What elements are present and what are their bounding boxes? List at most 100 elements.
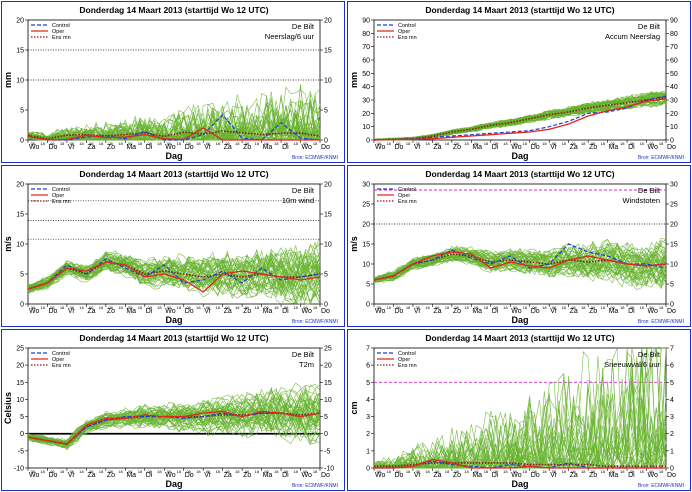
x-minor-label: 18 <box>138 469 143 474</box>
x-tick-label: Wo <box>165 144 175 151</box>
x-tick-label: Di <box>628 308 635 315</box>
ensemble-member-line <box>27 258 321 294</box>
x-minor-label: 06 <box>552 305 557 310</box>
x-minor-label: 18 <box>235 305 240 310</box>
x-minor-label: 18 <box>542 305 547 310</box>
x-minor-label: 06 <box>206 469 211 474</box>
ensemble-members <box>373 237 667 290</box>
x-tick-label: Di <box>492 308 499 315</box>
x-tick-label: Za <box>224 308 232 315</box>
ensemble-member-line <box>27 247 321 290</box>
x-minor-label: 06 <box>513 141 518 146</box>
legend-ensmean: Ens mn <box>52 363 71 369</box>
x-minor-label: 06 <box>284 141 289 146</box>
x-tick-label: Zo <box>107 144 115 151</box>
x-minor-label: 06 <box>591 141 596 146</box>
x-minor-label: 06 <box>128 305 133 310</box>
x-tick-label: Vr <box>550 472 557 479</box>
x-minor-label: 06 <box>474 141 479 146</box>
chart-wind: Donderdag 14 Maart 2013 (starttijd Wo 12… <box>3 169 338 325</box>
y-axis-label: cm <box>349 401 359 414</box>
x-tick-label: Wo <box>29 308 39 315</box>
panel-neerslag: Donderdag 14 Maart 2013 (starttijd Wo 12… <box>1 1 345 163</box>
x-minor-label: 06 <box>303 305 308 310</box>
x-minor-label: 18 <box>484 141 489 146</box>
x-tick-label: Do <box>321 472 330 479</box>
x-minor-label: 18 <box>581 305 586 310</box>
y-tick-label-left: 20 <box>362 111 370 118</box>
x-tick-label: Zo <box>107 472 115 479</box>
ensemble-member-line <box>373 407 666 469</box>
x-minor-label: 06 <box>630 305 635 310</box>
x-tick-label: Zo <box>243 308 251 315</box>
x-minor-label: 18 <box>157 305 162 310</box>
y-tick-label-right: 5 <box>324 108 328 115</box>
ensemble-member-line <box>27 252 321 289</box>
x-minor-label: 18 <box>255 305 260 310</box>
x-axis-label: Dag <box>511 315 528 325</box>
x-tick-label: Zo <box>453 472 461 479</box>
x-minor-label: 06 <box>245 141 250 146</box>
y-tick-label-right: 6 <box>670 363 674 370</box>
x-minor-label: 06 <box>416 141 421 146</box>
chart-neerslag: Donderdag 14 Maart 2013 (starttijd Wo 12… <box>3 5 338 161</box>
ensemble-member-line <box>28 105 321 141</box>
x-minor-label: 06 <box>264 305 269 310</box>
ensemble-member-line <box>27 385 321 444</box>
x-minor-label: 18 <box>620 141 625 146</box>
x-minor-label: 06 <box>128 469 133 474</box>
legend-ensmean: Ens mn <box>398 35 417 41</box>
x-minor-label: 18 <box>386 141 391 146</box>
x-minor-label: 06 <box>455 141 460 146</box>
x-minor-label: 18 <box>293 305 298 310</box>
panel-t2m: Donderdag 14 Maart 2013 (starttijd Wo 12… <box>1 329 345 491</box>
x-tick-label: Wo <box>648 308 658 315</box>
chart-title: Donderdag 14 Maart 2013 (starttijd Wo 12… <box>425 5 614 15</box>
x-minor-label: 18 <box>484 469 489 474</box>
chart-accum-neerslag: Donderdag 14 Maart 2013 (starttijd Wo 12… <box>349 5 684 161</box>
x-minor-label: 06 <box>206 305 211 310</box>
x-tick-label: Wo <box>29 144 39 151</box>
legend-control: Control <box>52 187 70 193</box>
x-minor-label: 06 <box>630 469 635 474</box>
x-minor-label: 06 <box>50 141 55 146</box>
y-tick-label-right: 3 <box>670 414 674 421</box>
station-label: De Bilt <box>638 350 661 359</box>
ensemble-member-line <box>27 386 321 444</box>
ensmean-line <box>373 96 667 141</box>
legend-control: Control <box>52 23 70 29</box>
x-minor-label: 18 <box>255 469 260 474</box>
x-tick-label: Vr <box>204 472 211 479</box>
x-minor-label: 18 <box>196 305 201 310</box>
x-tick-label: Di <box>146 308 153 315</box>
x-minor-label: 18 <box>425 141 430 146</box>
x-minor-label: 06 <box>377 305 382 310</box>
x-minor-label: 18 <box>562 305 567 310</box>
y-axis-label: mm <box>349 72 359 88</box>
ensemble-members <box>27 236 321 305</box>
x-tick-label: Do <box>48 144 57 151</box>
x-minor-label: 06 <box>513 469 518 474</box>
y-tick-label-right: 70 <box>670 44 678 51</box>
source-label: Bron: ECMWF/KNMI <box>292 319 338 325</box>
x-tick-label: Vr <box>68 472 75 479</box>
x-minor-label: 18 <box>313 305 318 310</box>
x-minor-label: 06 <box>284 305 289 310</box>
x-minor-label: 18 <box>177 305 182 310</box>
x-minor-label: 18 <box>464 141 469 146</box>
x-tick-label: Vr <box>414 472 421 479</box>
y-tick-label-right: -5 <box>324 448 330 455</box>
y-tick-label-left: -10 <box>14 466 24 473</box>
x-tick-label: Wo <box>165 308 175 315</box>
y-tick-label-left: 10 <box>16 397 24 404</box>
control-line <box>27 412 321 445</box>
y-tick-label-left: 10 <box>16 242 24 249</box>
x-tick-label: Ma <box>126 472 136 479</box>
y-tick-label-right: 7 <box>670 346 674 353</box>
legend-control: Control <box>398 23 416 29</box>
y-tick-label-left: 1 <box>366 448 370 455</box>
y-tick-label-left: 2 <box>366 431 370 438</box>
x-minor-label: 18 <box>293 141 298 146</box>
x-tick-label: Do <box>531 144 540 151</box>
x-minor-label: 06 <box>377 469 382 474</box>
